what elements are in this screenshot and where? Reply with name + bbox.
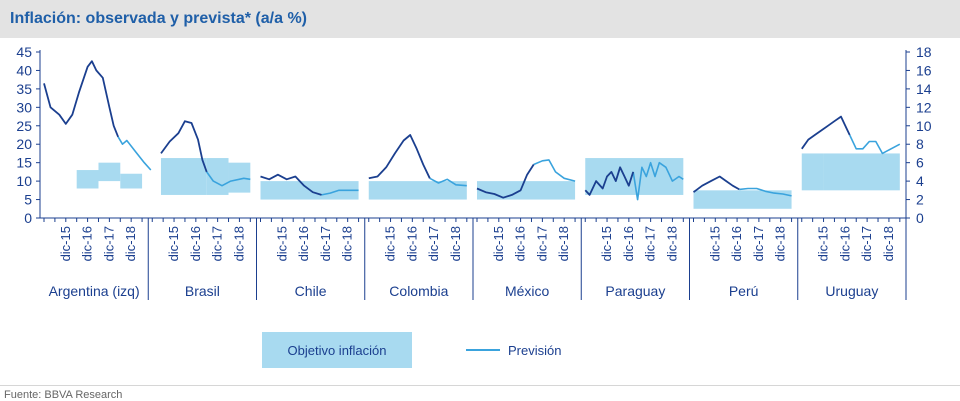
left-tick-label: 10 bbox=[16, 173, 32, 189]
x-tick-label: dic-18 bbox=[123, 226, 138, 261]
country-label: Brasil bbox=[185, 283, 220, 299]
series-lines bbox=[43, 60, 901, 201]
country-label: Chile bbox=[295, 283, 327, 299]
right-tick-label: 8 bbox=[916, 136, 924, 152]
right-tick-label: 2 bbox=[916, 192, 924, 208]
left-tick-label: 25 bbox=[16, 118, 32, 134]
target-band bbox=[693, 190, 792, 209]
axis-labels: 0 5 10 15 20 25 30 35 40 45 0 2 4 6 8 10 12 14 16 18 dic-15 d… bbox=[16, 44, 931, 299]
forecast-line bbox=[321, 189, 359, 196]
x-tick-label: dic-16 bbox=[80, 226, 95, 261]
axes bbox=[36, 50, 910, 300]
x-tick-label: dic-15 bbox=[166, 226, 181, 261]
target-band bbox=[823, 153, 900, 191]
right-tick-label: 6 bbox=[916, 155, 924, 171]
right-tick-label: 14 bbox=[916, 81, 932, 97]
right-tick-label: 18 bbox=[916, 44, 932, 60]
right-tick-label: 4 bbox=[916, 173, 924, 189]
left-tick-label: 45 bbox=[16, 44, 32, 60]
x-tick-label: dic-17 bbox=[751, 226, 766, 261]
x-tick-label: dic-16 bbox=[188, 226, 203, 261]
target-band bbox=[120, 173, 143, 189]
forecast-line bbox=[206, 171, 251, 187]
forecast-line bbox=[739, 187, 792, 197]
forecast-line bbox=[429, 177, 467, 187]
left-tick-label: 40 bbox=[16, 62, 32, 78]
source-note: Fuente: BBVA Research bbox=[4, 389, 123, 401]
country-label: Perú bbox=[729, 283, 759, 299]
target-bands bbox=[76, 153, 900, 209]
x-tick-label: dic-17 bbox=[210, 226, 225, 261]
forecast-line bbox=[117, 136, 152, 171]
target-band bbox=[98, 162, 121, 182]
x-tick-label: dic-18 bbox=[773, 226, 788, 261]
x-tick-label: dic-16 bbox=[513, 226, 528, 261]
observed-line bbox=[476, 164, 535, 199]
x-tick-label: dic-16 bbox=[296, 226, 311, 261]
country-label: Uruguay bbox=[825, 283, 878, 299]
observed-line bbox=[160, 120, 208, 173]
left-tick-label: 30 bbox=[16, 99, 32, 115]
forecast-line bbox=[848, 134, 901, 155]
x-tick-label: dic-15 bbox=[707, 226, 722, 261]
right-tick-label: 12 bbox=[916, 99, 932, 115]
x-tick-label: dic-17 bbox=[643, 226, 658, 261]
country-label: Argentina (izq) bbox=[49, 283, 140, 299]
x-tick-label: dic-17 bbox=[426, 226, 441, 261]
legend-target-swatch bbox=[262, 332, 412, 368]
x-tick-label: dic-15 bbox=[816, 226, 831, 261]
right-tick-label: 10 bbox=[916, 118, 932, 134]
title-bar: Inflación: observada y prevista* (a/a %) bbox=[0, 0, 960, 38]
legend-target-label: Objetivo inflación bbox=[288, 343, 387, 358]
right-tick-label: 16 bbox=[916, 62, 932, 78]
observed-line bbox=[692, 175, 740, 193]
x-tick-label: dic-15 bbox=[383, 226, 398, 261]
x-tick-label: dic-17 bbox=[534, 226, 549, 261]
x-tick-label: dic-16 bbox=[621, 226, 636, 261]
x-tick-label: dic-16 bbox=[837, 226, 852, 261]
left-tick-label: 0 bbox=[24, 210, 32, 226]
target-band bbox=[801, 153, 824, 191]
x-tick-label: dic-15 bbox=[274, 226, 289, 261]
left-tick-label: 20 bbox=[16, 136, 32, 152]
observed-line bbox=[43, 60, 119, 138]
x-tick-label: dic-18 bbox=[881, 226, 896, 261]
left-tick-label: 35 bbox=[16, 81, 32, 97]
chart-title: Inflación: observada y prevista* (a/a %) bbox=[10, 10, 307, 27]
target-band bbox=[228, 162, 251, 193]
legend-forecast-label: Previsión bbox=[508, 343, 561, 358]
x-tick-label: dic-15 bbox=[491, 226, 506, 261]
forecast-line bbox=[632, 161, 684, 201]
country-label: Paraguay bbox=[605, 283, 665, 299]
target-band bbox=[368, 181, 467, 200]
legend: Objetivo inflación Previsión bbox=[262, 332, 561, 368]
left-tick-label: 15 bbox=[16, 155, 32, 171]
observed-line bbox=[260, 173, 322, 196]
target-band bbox=[477, 181, 576, 200]
inflation-chart: 0 5 10 15 20 25 30 35 40 45 0 2 4 6 8 10 12 14 16 18 dic-15 d… bbox=[16, 44, 932, 368]
source-divider bbox=[0, 385, 960, 386]
observed-line bbox=[368, 134, 431, 180]
country-label: México bbox=[505, 283, 550, 299]
x-tick-label: dic-17 bbox=[318, 226, 333, 261]
observed-line bbox=[801, 115, 851, 150]
country-label: Colombia bbox=[389, 283, 448, 299]
right-tick-label: 0 bbox=[916, 210, 924, 226]
x-tick-label: dic-15 bbox=[58, 226, 73, 261]
observed-line bbox=[584, 166, 635, 196]
target-band bbox=[160, 158, 207, 195]
x-tick-label: dic-16 bbox=[729, 226, 744, 261]
x-tick-label: dic-18 bbox=[340, 226, 355, 261]
x-tick-label: dic-17 bbox=[101, 226, 116, 261]
x-tick-label: dic-18 bbox=[231, 226, 246, 261]
forecast-line bbox=[533, 159, 576, 182]
x-tick-label: dic-16 bbox=[404, 226, 419, 261]
x-tick-label: dic-18 bbox=[664, 226, 679, 261]
x-tick-label: dic-18 bbox=[556, 226, 571, 261]
x-tick-label: dic-15 bbox=[599, 226, 614, 261]
target-band bbox=[76, 170, 99, 189]
x-tick-label: dic-17 bbox=[859, 226, 874, 261]
x-tick-label: dic-18 bbox=[448, 226, 463, 261]
left-tick-label: 5 bbox=[24, 192, 32, 208]
